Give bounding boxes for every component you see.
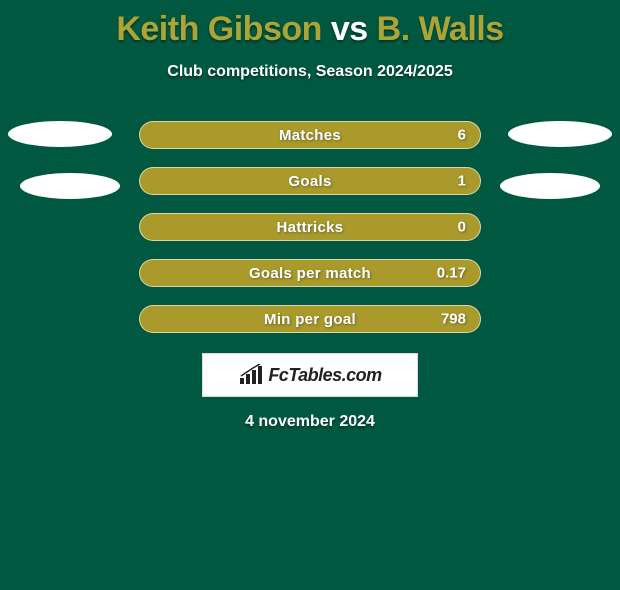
stat-label: Min per goal <box>264 311 356 328</box>
stat-value: 798 <box>441 311 466 328</box>
stat-value: 1 <box>458 173 466 190</box>
stat-row: Goals 1 <box>139 167 481 195</box>
stat-label: Matches <box>279 127 341 144</box>
player2-name: B. Walls <box>377 10 504 48</box>
stat-row: Hattricks 0 <box>139 213 481 241</box>
stat-value: 0.17 <box>437 265 466 282</box>
stats-area: Matches 6 Goals 1 Hattricks 0 Goals per … <box>0 121 620 333</box>
player1-name: Keith Gibson <box>116 10 322 48</box>
stat-value: 6 <box>458 127 466 144</box>
stat-label: Hattricks <box>277 219 344 236</box>
stat-value: 0 <box>458 219 466 236</box>
stat-label: Goals per match <box>249 265 371 282</box>
stat-row: Matches 6 <box>139 121 481 149</box>
logo-text: FcTables.com <box>268 365 381 386</box>
stat-row: Goals per match 0.17 <box>139 259 481 287</box>
page-title: Keith Gibson vs B. Walls <box>0 10 620 49</box>
stat-label: Goals <box>288 173 331 190</box>
decorative-ellipse-left-1 <box>8 121 112 147</box>
logo-box: FcTables.com <box>202 353 418 397</box>
date-text: 4 november 2024 <box>0 413 620 431</box>
decorative-ellipse-left-2 <box>20 173 120 199</box>
stat-row: Min per goal 798 <box>139 305 481 333</box>
bars-icon <box>238 364 264 386</box>
subtitle: Club competitions, Season 2024/2025 <box>0 63 620 81</box>
decorative-ellipse-right-2 <box>500 173 600 199</box>
comparison-widget: Keith Gibson vs B. Walls Club competitio… <box>0 10 620 431</box>
decorative-ellipse-right-1 <box>508 121 612 147</box>
vs-text: vs <box>331 10 368 48</box>
